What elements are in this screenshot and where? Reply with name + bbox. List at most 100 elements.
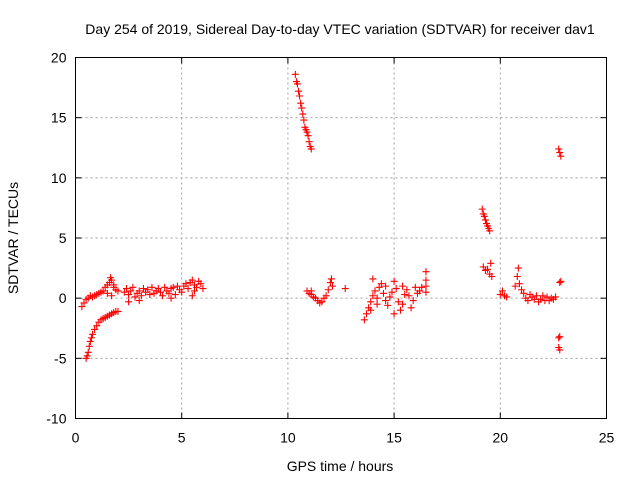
data-point: [188, 292, 196, 300]
data-point: [93, 322, 101, 330]
data-point: [300, 116, 308, 124]
y-tick-label: -5: [54, 350, 67, 366]
axis-ticks: 0 5 10 15 20 25 -10 -5 0 5 10 15 20: [46, 50, 614, 446]
data-point: [530, 295, 538, 303]
data-points: [78, 70, 565, 362]
data-point: [91, 325, 99, 333]
data-point: [371, 287, 379, 295]
data-point: [305, 138, 313, 146]
data-point: [486, 227, 494, 235]
data-point: [307, 145, 315, 153]
data-point: [422, 276, 430, 284]
data-point: [120, 288, 128, 296]
data-point: [379, 289, 387, 297]
data-point: [478, 205, 486, 213]
data-point: [114, 287, 122, 295]
data-point: [110, 283, 118, 291]
data-point: [307, 287, 315, 295]
data-point: [87, 334, 95, 342]
data-point: [407, 304, 415, 312]
data-point: [322, 292, 330, 300]
data-point: [388, 288, 396, 296]
data-point: [182, 280, 190, 288]
data-point: [173, 282, 181, 290]
data-point: [165, 289, 173, 297]
x-tick-label: 25: [599, 430, 615, 446]
data-point: [298, 104, 306, 112]
data-point: [524, 297, 532, 305]
data-point: [99, 287, 107, 295]
data-point: [85, 342, 93, 350]
data-point: [373, 300, 381, 308]
data-point: [304, 132, 312, 140]
data-point: [543, 293, 551, 301]
data-point: [125, 298, 133, 306]
data-point: [169, 283, 177, 291]
data-point: [108, 276, 116, 284]
data-point: [303, 128, 311, 136]
data-point: [514, 264, 522, 272]
data-point: [401, 291, 409, 299]
data-point: [197, 280, 205, 288]
data-point: [360, 316, 368, 324]
data-point: [324, 286, 332, 294]
data-point: [418, 283, 426, 291]
data-point: [403, 286, 411, 294]
data-point: [108, 292, 116, 300]
x-tick-label: 10: [280, 430, 296, 446]
data-point: [161, 283, 169, 291]
data-point: [487, 259, 495, 267]
data-point: [188, 276, 196, 284]
data-point: [503, 293, 511, 301]
data-point: [555, 145, 563, 153]
data-point: [367, 306, 375, 314]
data-point: [488, 273, 496, 281]
data-point: [137, 292, 145, 300]
data-point: [382, 282, 390, 290]
data-point: [293, 80, 301, 88]
data-point: [396, 306, 404, 314]
data-point: [78, 303, 86, 311]
data-point: [513, 273, 521, 281]
data-point: [532, 292, 540, 300]
data-point: [537, 295, 545, 303]
data-point: [154, 285, 162, 293]
data-point: [297, 99, 305, 107]
data-point: [88, 330, 96, 338]
data-point: [377, 280, 385, 288]
data-point: [552, 293, 560, 301]
y-tick-label: 10: [51, 170, 67, 186]
x-tick-label: 20: [493, 430, 509, 446]
data-point: [135, 297, 143, 305]
data-point: [390, 310, 398, 318]
data-point: [479, 263, 487, 271]
data-point: [422, 268, 430, 276]
data-point: [80, 299, 88, 307]
data-point: [369, 292, 377, 300]
data-point: [103, 289, 111, 297]
data-point: [159, 292, 167, 300]
data-point: [375, 283, 383, 291]
data-point: [135, 287, 143, 295]
data-point: [390, 277, 398, 285]
data-point: [498, 287, 506, 295]
data-point: [131, 293, 139, 301]
data-point: [496, 291, 504, 299]
data-point: [84, 348, 92, 356]
data-point: [199, 285, 207, 293]
data-point: [86, 337, 94, 345]
data-point: [326, 279, 334, 287]
data-point: [386, 293, 394, 301]
x-tick-label: 0: [72, 430, 80, 446]
data-point: [167, 294, 175, 302]
data-point: [148, 283, 156, 291]
data-point: [416, 287, 424, 295]
data-point: [341, 285, 349, 293]
data-point: [299, 110, 307, 118]
data-point: [518, 286, 526, 294]
data-point: [511, 282, 519, 290]
data-point: [394, 298, 402, 306]
data-point: [125, 291, 133, 299]
y-tick-label: 15: [51, 110, 67, 126]
y-tick-label: -10: [46, 411, 66, 427]
